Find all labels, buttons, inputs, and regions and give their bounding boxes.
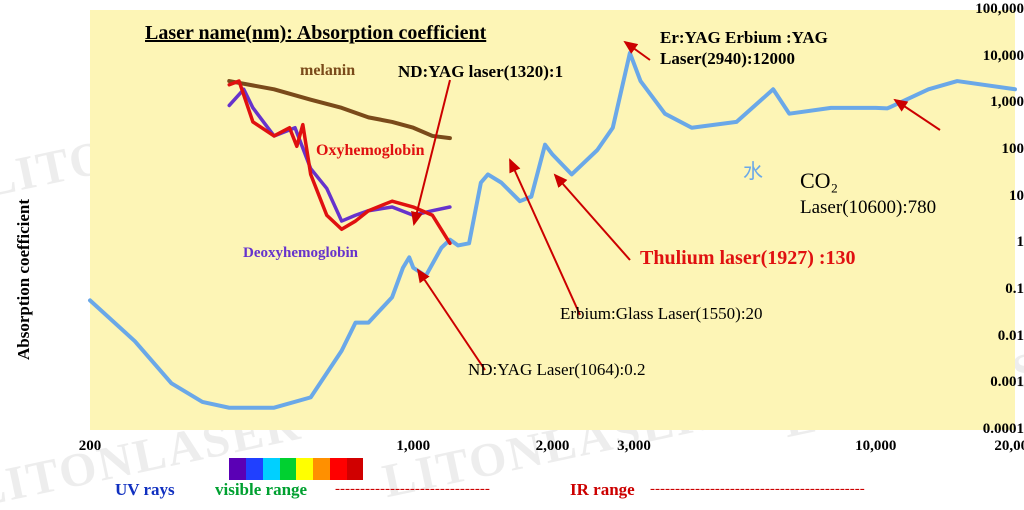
chart-annotation: Laser(10600):780: [800, 197, 936, 219]
chart-annotation: Oxyhemoglobin: [316, 142, 424, 160]
range-label: UV rays: [115, 480, 175, 500]
chart-annotation: Deoxyhemoglobin: [243, 245, 358, 262]
chart-annotation: CO₂: [800, 168, 838, 194]
chart-annotation: Erbium:Glass Laser(1550):20: [560, 304, 763, 324]
range-label: IR range: [570, 480, 635, 500]
chart-annotation: ND:YAG Laser(1064):0.2: [468, 360, 646, 380]
chart-root: LITONLASER LITONLASER LITONLASER LITONLA…: [0, 0, 1024, 510]
chart-annotation: Thulium laser(1927) :130: [640, 247, 856, 270]
ir-dashes-right: ----------------------------------------…: [650, 481, 865, 498]
chart-annotation: Laser(2940):12000: [660, 49, 795, 69]
ir-dashes-left: -------------------------------: [335, 481, 490, 498]
range-label: visible range: [215, 480, 307, 500]
chart-annotation: ND:YAG laser(1320):1: [398, 62, 563, 82]
chart-annotation: 水: [743, 155, 763, 184]
visible-spectrum-bar: [229, 458, 363, 480]
chart-annotation: Er:YAG Erbium :YAG: [660, 28, 828, 48]
chart-annotation: melanin: [300, 62, 355, 80]
